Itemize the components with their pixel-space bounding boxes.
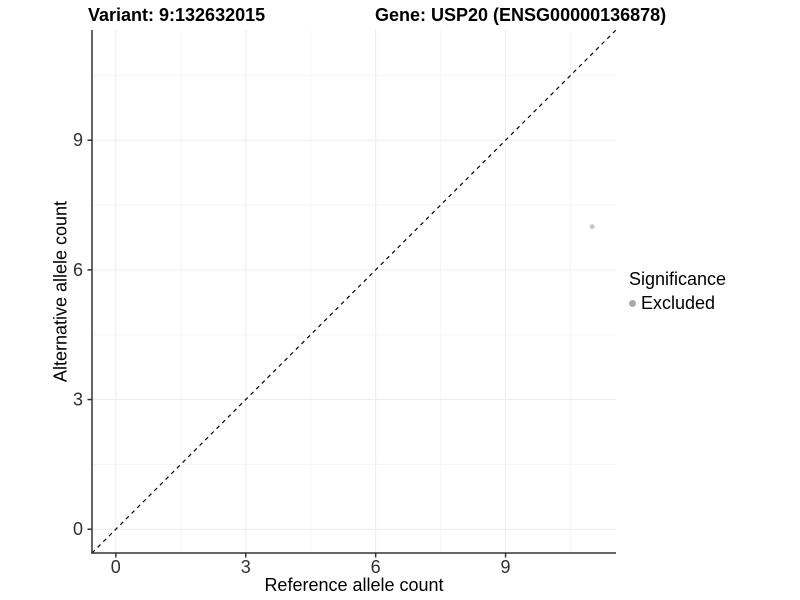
series-excluded (589, 224, 595, 230)
variant-title: Variant: 9:132632015 (88, 5, 266, 25)
data-point (589, 224, 595, 230)
grid-major (92, 30, 616, 553)
svg-text:3: 3 (73, 390, 83, 410)
svg-text:0: 0 (111, 557, 121, 577)
gene-title: Gene: USP20 (ENSG00000136878) (375, 5, 667, 25)
legend-item-excluded: Excluded (629, 293, 726, 314)
y-axis-title: Alternative allele count (50, 200, 71, 383)
legend-item-label: Excluded (641, 293, 716, 313)
grid-minor (92, 30, 616, 553)
x-axis-title: Reference allele count (264, 575, 444, 595)
svg-text:6: 6 (73, 260, 83, 280)
legend: Significance Excluded (629, 269, 726, 314)
svg-text:3: 3 (241, 557, 251, 577)
legend-title: Significance (629, 269, 727, 289)
svg-text:0: 0 (73, 519, 83, 539)
legend-point-icon (629, 300, 636, 307)
tick-labels: 0 3 6 9 0 3 6 9 (73, 130, 511, 577)
identity-dashed-line (91, 29, 617, 554)
svg-text:9: 9 (501, 557, 511, 577)
axis-ticks (87, 139, 507, 558)
svg-text:6: 6 (371, 557, 381, 577)
svg-text:9: 9 (73, 130, 83, 150)
axis-lines (91, 30, 616, 554)
